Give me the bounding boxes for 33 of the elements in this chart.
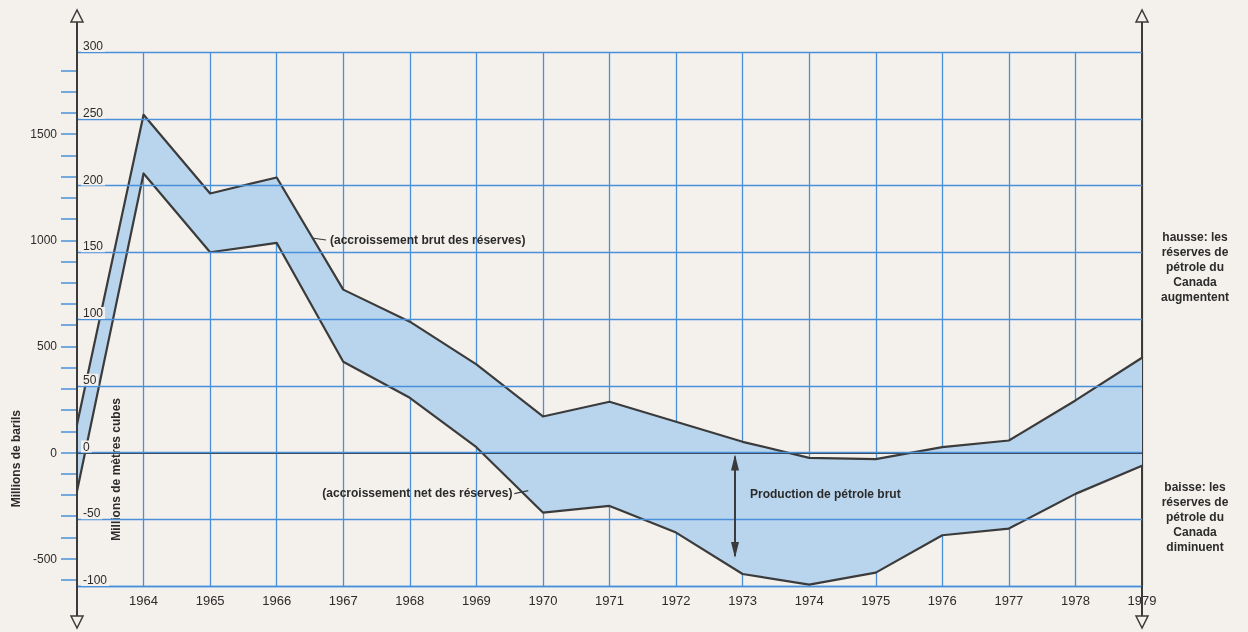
y2-tick-label: -500 [32,551,58,566]
y-tick-label: 250 [83,105,104,120]
text: baisse: les réserves de pétrole du Canada diminuent [1160,480,1230,555]
x-tick-label: 1968 [395,593,425,608]
y-tick-label: 50 [83,372,97,387]
x-tick-label: 1973 [728,593,758,608]
x-tick-label: 1964 [129,593,159,608]
x-tick-label: 1978 [1060,593,1090,608]
x-tick-label: 1976 [927,593,957,608]
y-tick-label: 300 [83,39,104,53]
y2-axis-title: Millions de barils [9,409,23,508]
x-tick-label: 1972 [661,593,691,608]
y2-tick-label: 1500 [30,127,58,142]
annotation: Production de pétrole brut [750,487,901,501]
x-tick-label: 1969 [461,593,491,608]
y-tick-label: 100 [83,306,104,320]
x-tick-label: 1970 [528,593,558,608]
y-tick-label: -50 [83,506,101,521]
y2-tick-label: 1000 [30,233,58,248]
x-tick-label: 1965 [195,593,225,608]
y-tick-label: 150 [83,239,104,254]
y2-tick-label: 500 [36,339,58,354]
x-tick-label: 1966 [262,593,292,608]
y2-tick-label: 0 [50,445,58,460]
text: hausse: les réserves de pétrole du Canada augmentent [1160,230,1230,305]
x-tick-label: 1967 [328,593,358,608]
x-tick-label: 1971 [595,593,624,608]
y-tick-label: 0 [83,439,90,454]
x-tick-label: 1977 [994,593,1024,608]
x-tick-label: 1975 [861,593,891,608]
x-tick-label: 1974 [794,593,824,608]
y-tick-label: -100 [83,573,108,587]
y-tick-label: 200 [83,172,104,187]
